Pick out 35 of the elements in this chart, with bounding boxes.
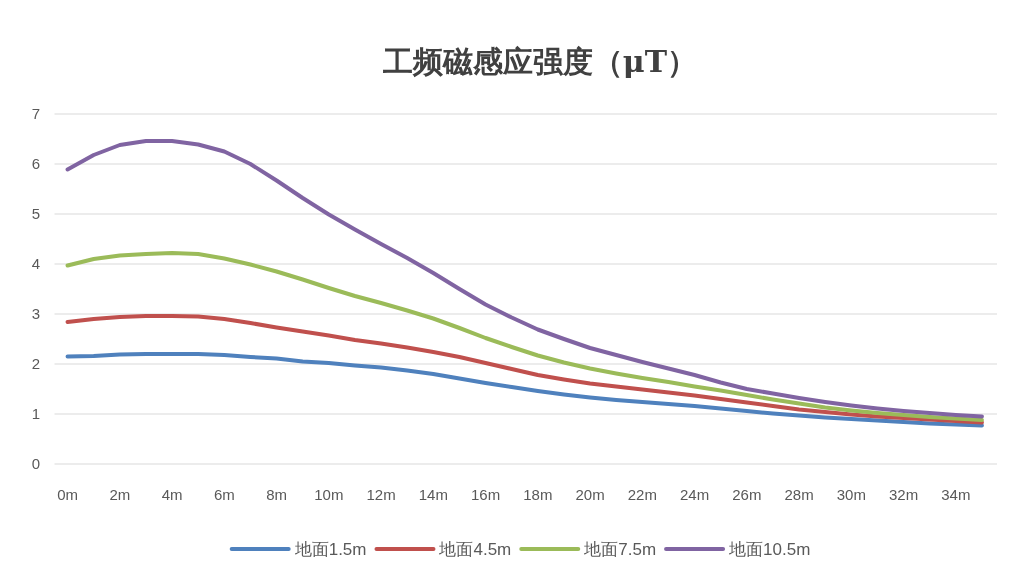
x-tick-label: 4m — [161, 486, 183, 503]
legend-label: 地面4.5m — [438, 540, 512, 559]
x-tick-label: 26m — [732, 486, 762, 503]
x-tick-label: 0m — [57, 486, 78, 503]
x-tick-label: 34m — [941, 486, 971, 503]
x-tick-label: 32m — [888, 486, 919, 503]
y-tick-label: 5 — [31, 205, 40, 222]
legend-label: 地面1.5m — [293, 540, 367, 559]
line-series — [65, 139, 984, 419]
legend-label: 地面10.5m — [728, 540, 811, 559]
x-tick-label: 24m — [679, 486, 710, 503]
line-series — [65, 352, 984, 428]
y-tick-label: 4 — [31, 255, 40, 272]
y-tick-label: 7 — [31, 105, 40, 122]
y-tick-label: 1 — [31, 405, 40, 422]
x-tick-label: 28m — [784, 486, 814, 503]
line-series — [65, 251, 984, 422]
x-tick-label: 14m — [418, 486, 448, 503]
x-tick-label: 6m — [213, 486, 235, 503]
x-tick-label: 16m — [470, 486, 501, 503]
x-tick-label: 8m — [266, 486, 287, 503]
y-tick-label: 0 — [31, 455, 40, 472]
chart-title: 工频磁感应强度（μT） — [381, 44, 698, 79]
y-tick-label: 2 — [31, 355, 40, 372]
x-tick-label: 2m — [109, 486, 131, 503]
y-tick-label: 3 — [31, 305, 40, 322]
legend-label: 地面7.5m — [583, 540, 657, 559]
x-tick-label: 10m — [314, 486, 344, 503]
line-series — [65, 314, 984, 425]
x-tick-label: 22m — [627, 486, 657, 503]
x-tick-label: 20m — [575, 486, 605, 503]
x-tick-label: 18m — [523, 486, 553, 503]
x-tick-label: 30m — [836, 486, 866, 503]
y-tick-label: 6 — [31, 155, 40, 172]
x-tick-label: 12m — [366, 486, 396, 503]
